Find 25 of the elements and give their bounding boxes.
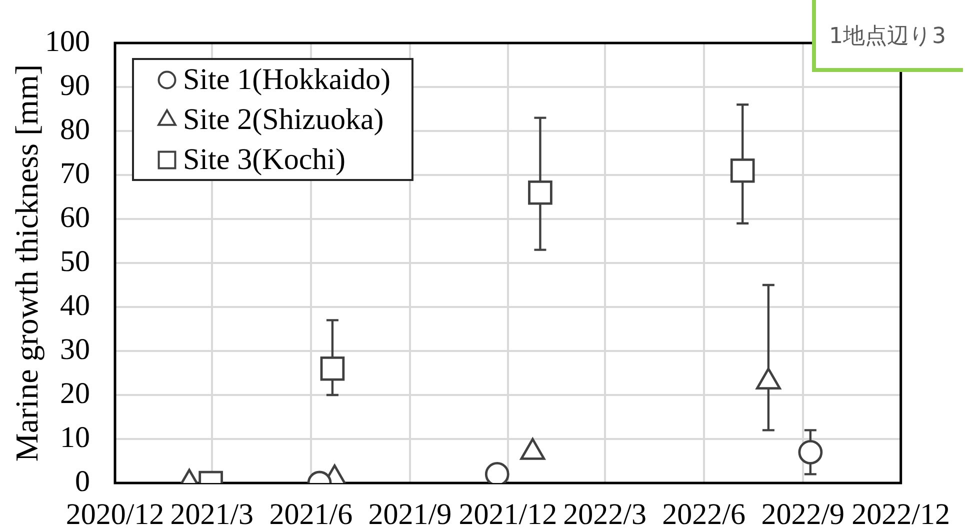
y-tick-label: 60 bbox=[60, 200, 90, 234]
y-tick-label: 10 bbox=[60, 420, 90, 454]
y-tick-label: 70 bbox=[60, 156, 90, 190]
annotation: 1地点辺り3 bbox=[829, 24, 946, 50]
x-tick-label: 2021/12 bbox=[458, 498, 558, 531]
y-tick-label: 30 bbox=[60, 332, 90, 366]
legend-label: Site 1(Hokkaido) bbox=[183, 62, 390, 96]
x-tick-label: 2022/3 bbox=[563, 498, 646, 531]
x-tick-label: 2021/3 bbox=[170, 498, 254, 531]
x-tick-label: 2022/9 bbox=[761, 498, 845, 531]
y-tick-label: 90 bbox=[60, 68, 90, 102]
legend-label: Site 2(Shizuoka) bbox=[183, 102, 384, 136]
x-tick-label: 2021/6 bbox=[269, 498, 353, 531]
x-tick-label: 2022/12 bbox=[852, 498, 950, 531]
y-tick-label: 40 bbox=[60, 288, 90, 322]
y-axis-title: Marine growth thickness [mm] bbox=[8, 64, 45, 462]
y-tick-label: 100 bbox=[45, 24, 90, 58]
x-tick-label: 2021/9 bbox=[368, 498, 452, 531]
legend-label: Site 3(Kochi) bbox=[183, 142, 346, 176]
y-tick-label: 20 bbox=[60, 376, 90, 410]
y-tick-label: 50 bbox=[60, 244, 90, 278]
y-tick-label: 80 bbox=[60, 112, 90, 146]
x-tick-label: 2022/6 bbox=[662, 498, 746, 531]
x-tick-label: 2020/12 bbox=[66, 498, 164, 531]
y-tick-label: 0 bbox=[75, 464, 90, 498]
